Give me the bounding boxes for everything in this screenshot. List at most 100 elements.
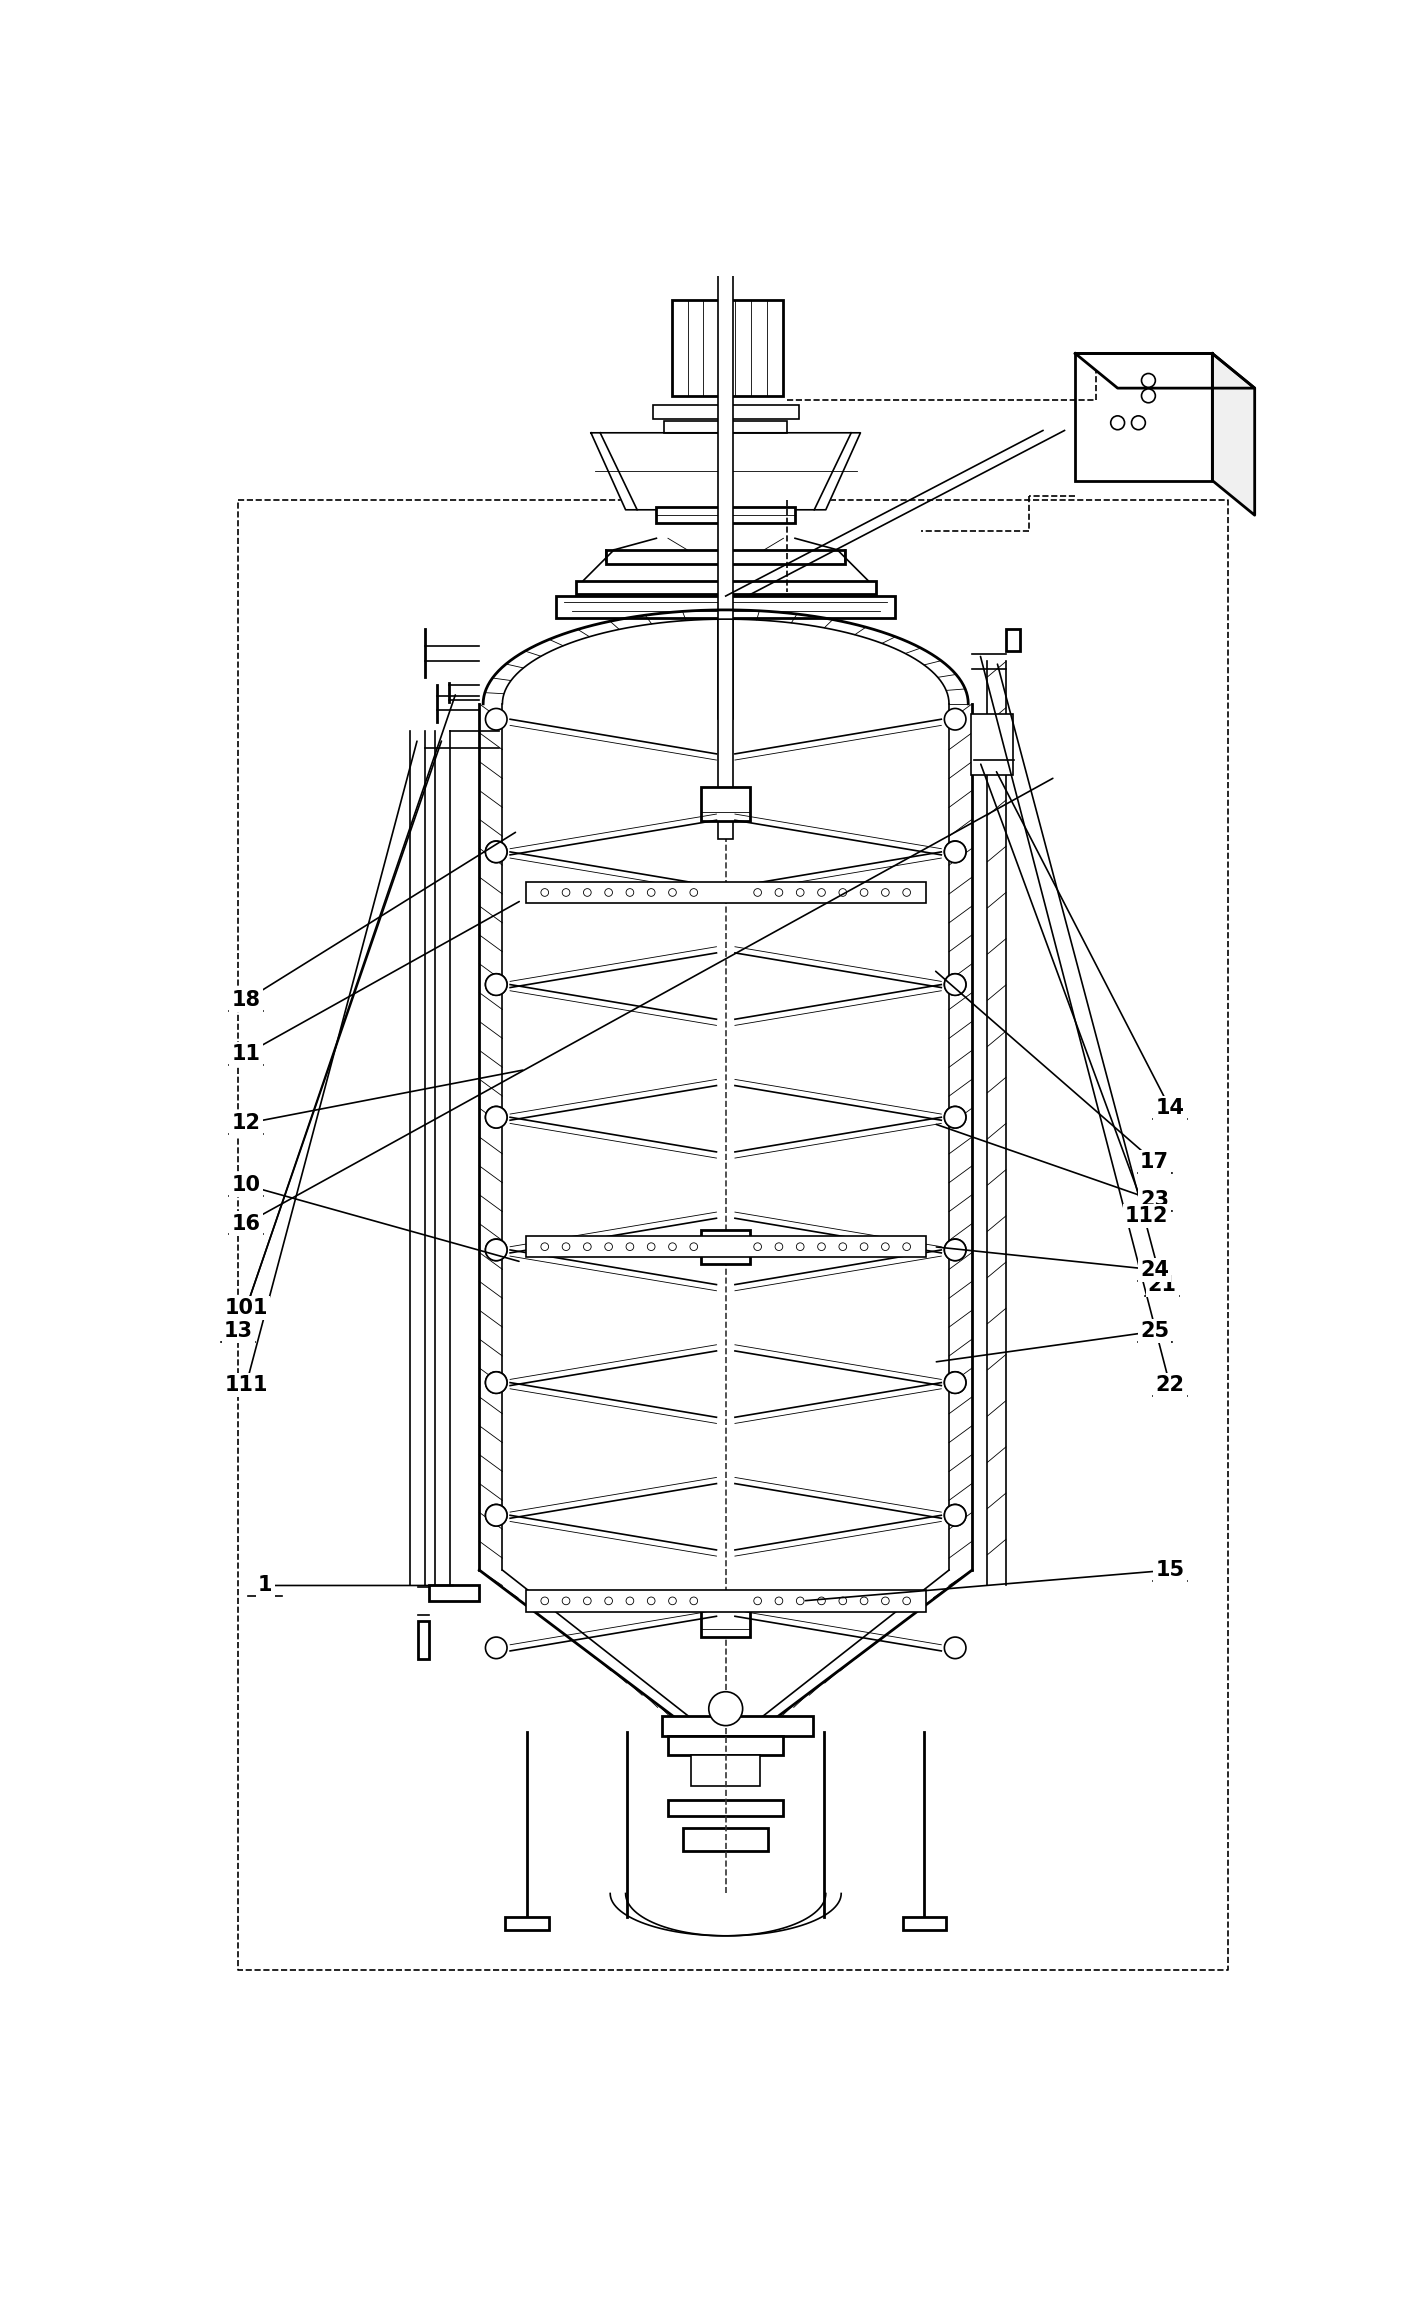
Circle shape: [817, 1242, 826, 1251]
Circle shape: [944, 975, 966, 995]
Circle shape: [647, 1597, 656, 1604]
Circle shape: [583, 889, 590, 896]
Text: 18: 18: [231, 991, 261, 1009]
Circle shape: [903, 889, 910, 896]
Circle shape: [1141, 389, 1155, 403]
Circle shape: [668, 1597, 677, 1604]
Circle shape: [709, 1691, 742, 1726]
Circle shape: [626, 889, 634, 896]
Circle shape: [486, 707, 507, 730]
Bar: [525, 1235, 926, 1258]
Circle shape: [486, 1240, 507, 1260]
Bar: [418, 1622, 429, 1659]
Bar: [970, 714, 1012, 776]
Bar: [684, 1827, 767, 1850]
Circle shape: [817, 889, 826, 896]
Bar: [701, 1230, 750, 1263]
Circle shape: [583, 1597, 590, 1604]
Circle shape: [668, 1242, 677, 1251]
Text: 101: 101: [224, 1297, 268, 1318]
Bar: [718, 620, 733, 719]
Circle shape: [486, 1106, 507, 1129]
Bar: [525, 882, 926, 903]
Circle shape: [944, 1240, 966, 1260]
Circle shape: [647, 889, 656, 896]
Circle shape: [861, 889, 868, 896]
Circle shape: [944, 841, 966, 862]
Circle shape: [541, 889, 548, 896]
Circle shape: [605, 1242, 613, 1251]
Circle shape: [605, 889, 613, 896]
Circle shape: [944, 1371, 966, 1394]
Circle shape: [944, 1240, 966, 1260]
Circle shape: [753, 889, 762, 896]
Bar: [668, 1799, 783, 1816]
Bar: [691, 1756, 760, 1786]
Circle shape: [486, 1240, 507, 1260]
Text: 17: 17: [1140, 1152, 1170, 1173]
Circle shape: [817, 1597, 826, 1604]
Circle shape: [1131, 415, 1146, 431]
Circle shape: [486, 1371, 507, 1394]
Text: 112: 112: [1126, 1205, 1168, 1226]
Bar: [653, 406, 799, 419]
Circle shape: [838, 1242, 847, 1251]
Circle shape: [753, 1597, 762, 1604]
Circle shape: [861, 1597, 868, 1604]
Circle shape: [668, 889, 677, 896]
Bar: [718, 106, 733, 839]
Circle shape: [626, 1597, 634, 1604]
Bar: [668, 1735, 783, 1756]
Bar: [575, 581, 877, 594]
Bar: [661, 1716, 813, 1735]
Circle shape: [796, 1242, 804, 1251]
Bar: [903, 1917, 946, 1931]
Circle shape: [486, 1371, 507, 1394]
Text: 12: 12: [231, 1113, 261, 1134]
Text: 25: 25: [1140, 1322, 1170, 1341]
Text: 23: 23: [1140, 1191, 1170, 1210]
Circle shape: [903, 1597, 910, 1604]
Circle shape: [605, 1597, 613, 1604]
Circle shape: [944, 841, 966, 862]
Circle shape: [562, 889, 569, 896]
Circle shape: [753, 1242, 762, 1251]
Circle shape: [838, 889, 847, 896]
Text: 21: 21: [1148, 1274, 1177, 1295]
Text: 14: 14: [1155, 1099, 1185, 1117]
Polygon shape: [590, 433, 861, 509]
Circle shape: [486, 1505, 507, 1525]
Circle shape: [944, 1505, 966, 1525]
Circle shape: [626, 1242, 634, 1251]
Circle shape: [583, 1242, 590, 1251]
Circle shape: [486, 841, 507, 862]
Circle shape: [944, 1371, 966, 1394]
Circle shape: [944, 1638, 966, 1659]
Bar: [701, 788, 750, 820]
Bar: [556, 597, 895, 617]
Circle shape: [775, 1597, 783, 1604]
Circle shape: [690, 1242, 698, 1251]
Circle shape: [690, 889, 698, 896]
Circle shape: [944, 975, 966, 995]
Bar: [606, 551, 845, 564]
Bar: [506, 1917, 548, 1931]
Text: 24: 24: [1140, 1260, 1170, 1279]
Bar: [657, 507, 794, 523]
Circle shape: [486, 1505, 507, 1525]
Circle shape: [647, 1242, 656, 1251]
Bar: [1005, 629, 1020, 650]
Circle shape: [944, 1505, 966, 1525]
Text: 16: 16: [231, 1214, 261, 1233]
Circle shape: [690, 1597, 698, 1604]
Bar: [1075, 353, 1212, 482]
Circle shape: [882, 1242, 889, 1251]
Circle shape: [861, 1242, 868, 1251]
Circle shape: [486, 975, 507, 995]
Bar: [671, 300, 783, 396]
Circle shape: [838, 1597, 847, 1604]
Circle shape: [796, 889, 804, 896]
Circle shape: [541, 1242, 548, 1251]
Circle shape: [486, 841, 507, 862]
Text: 111: 111: [224, 1375, 268, 1396]
